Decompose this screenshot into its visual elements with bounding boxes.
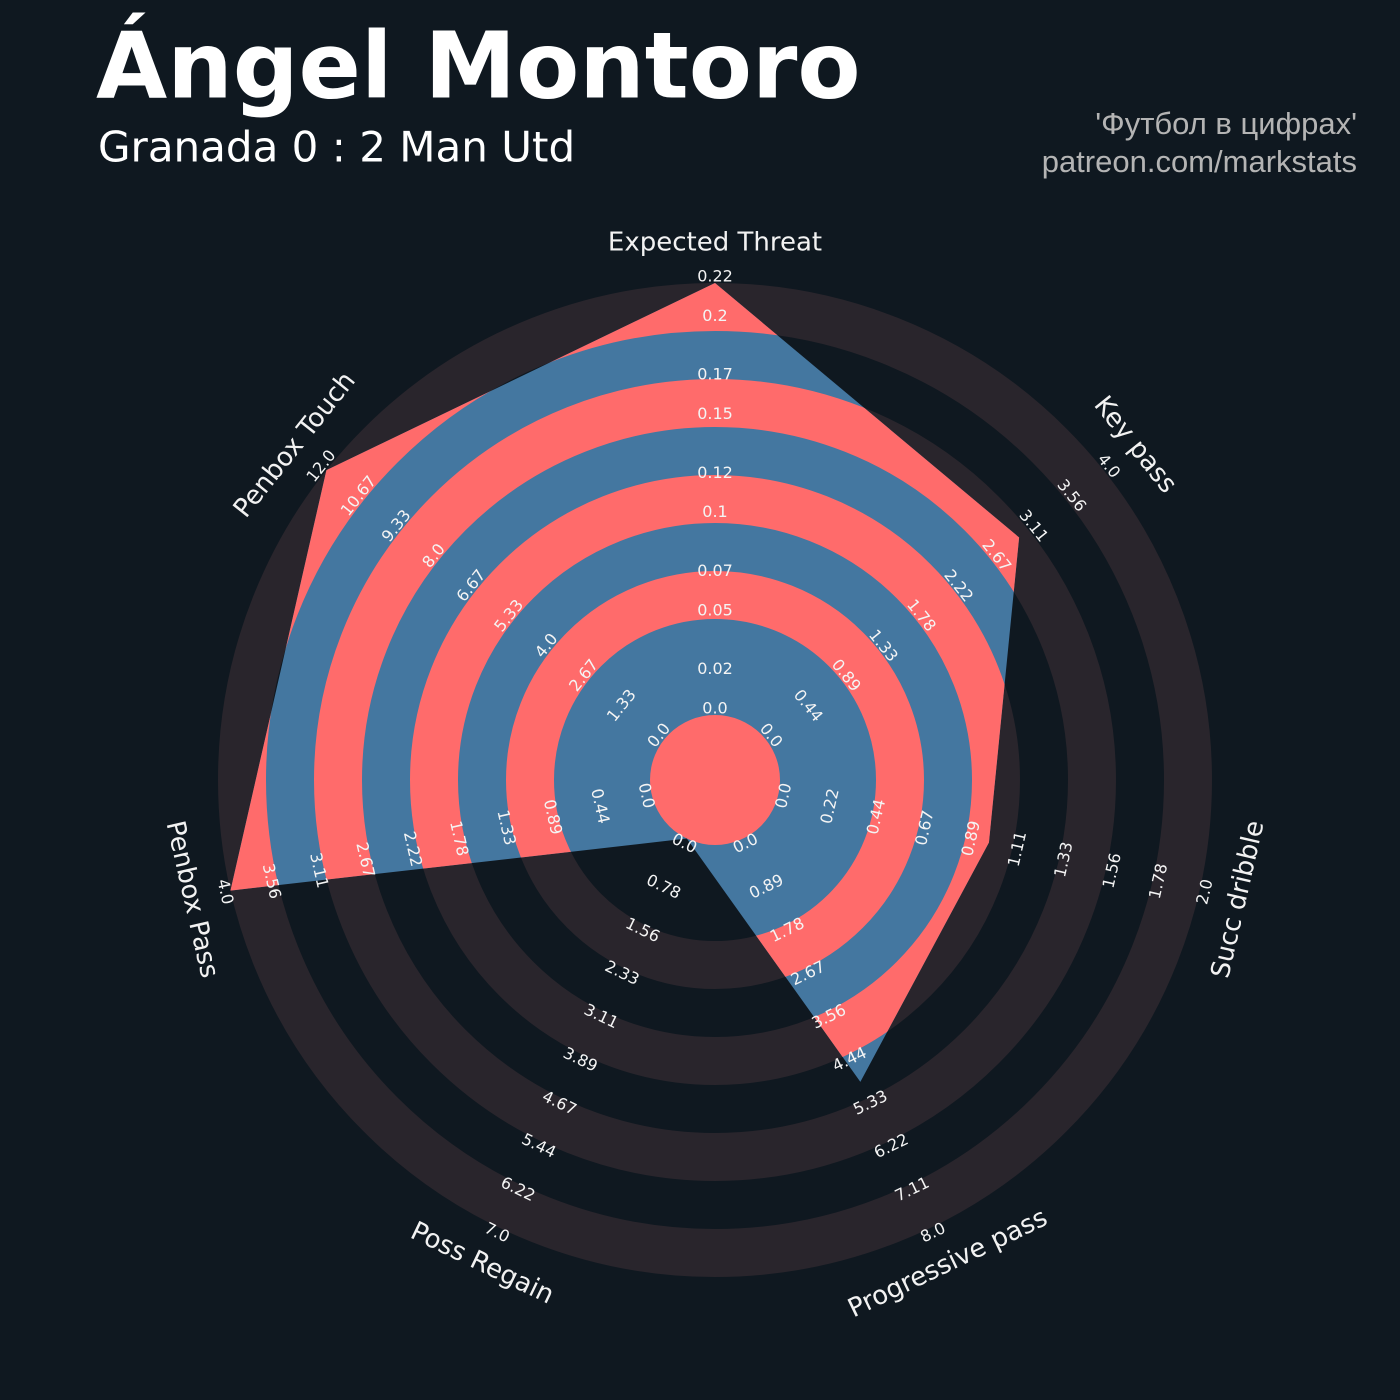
- radar-polygon: [230, 283, 1020, 1082]
- credit: 'Футбол в цифрах': [1095, 106, 1357, 141]
- tick-label: 0.22: [697, 267, 733, 286]
- tick-label: 0.17: [697, 365, 733, 384]
- credit: patreon.com/markstats: [1042, 144, 1357, 179]
- radar-area: [230, 283, 1020, 1082]
- chart-title: Ángel Montoro: [96, 11, 861, 119]
- chart-subtitle: Granada 0 : 2 Man Utd: [98, 123, 575, 172]
- ring: [650, 715, 780, 845]
- tick-label: 0.05: [697, 600, 733, 619]
- tick-label: 0.15: [697, 404, 733, 423]
- tick-label: 0.02: [697, 659, 733, 678]
- tick-label: 0.07: [697, 561, 733, 580]
- ring: [314, 379, 1020, 1082]
- axis-label: Expected Threat: [608, 228, 822, 258]
- tick-label: 0.1: [702, 502, 727, 521]
- tick-label: 0.12: [697, 463, 733, 482]
- tick-label: 0.0: [702, 699, 727, 718]
- tick-label: 0.2: [702, 306, 727, 325]
